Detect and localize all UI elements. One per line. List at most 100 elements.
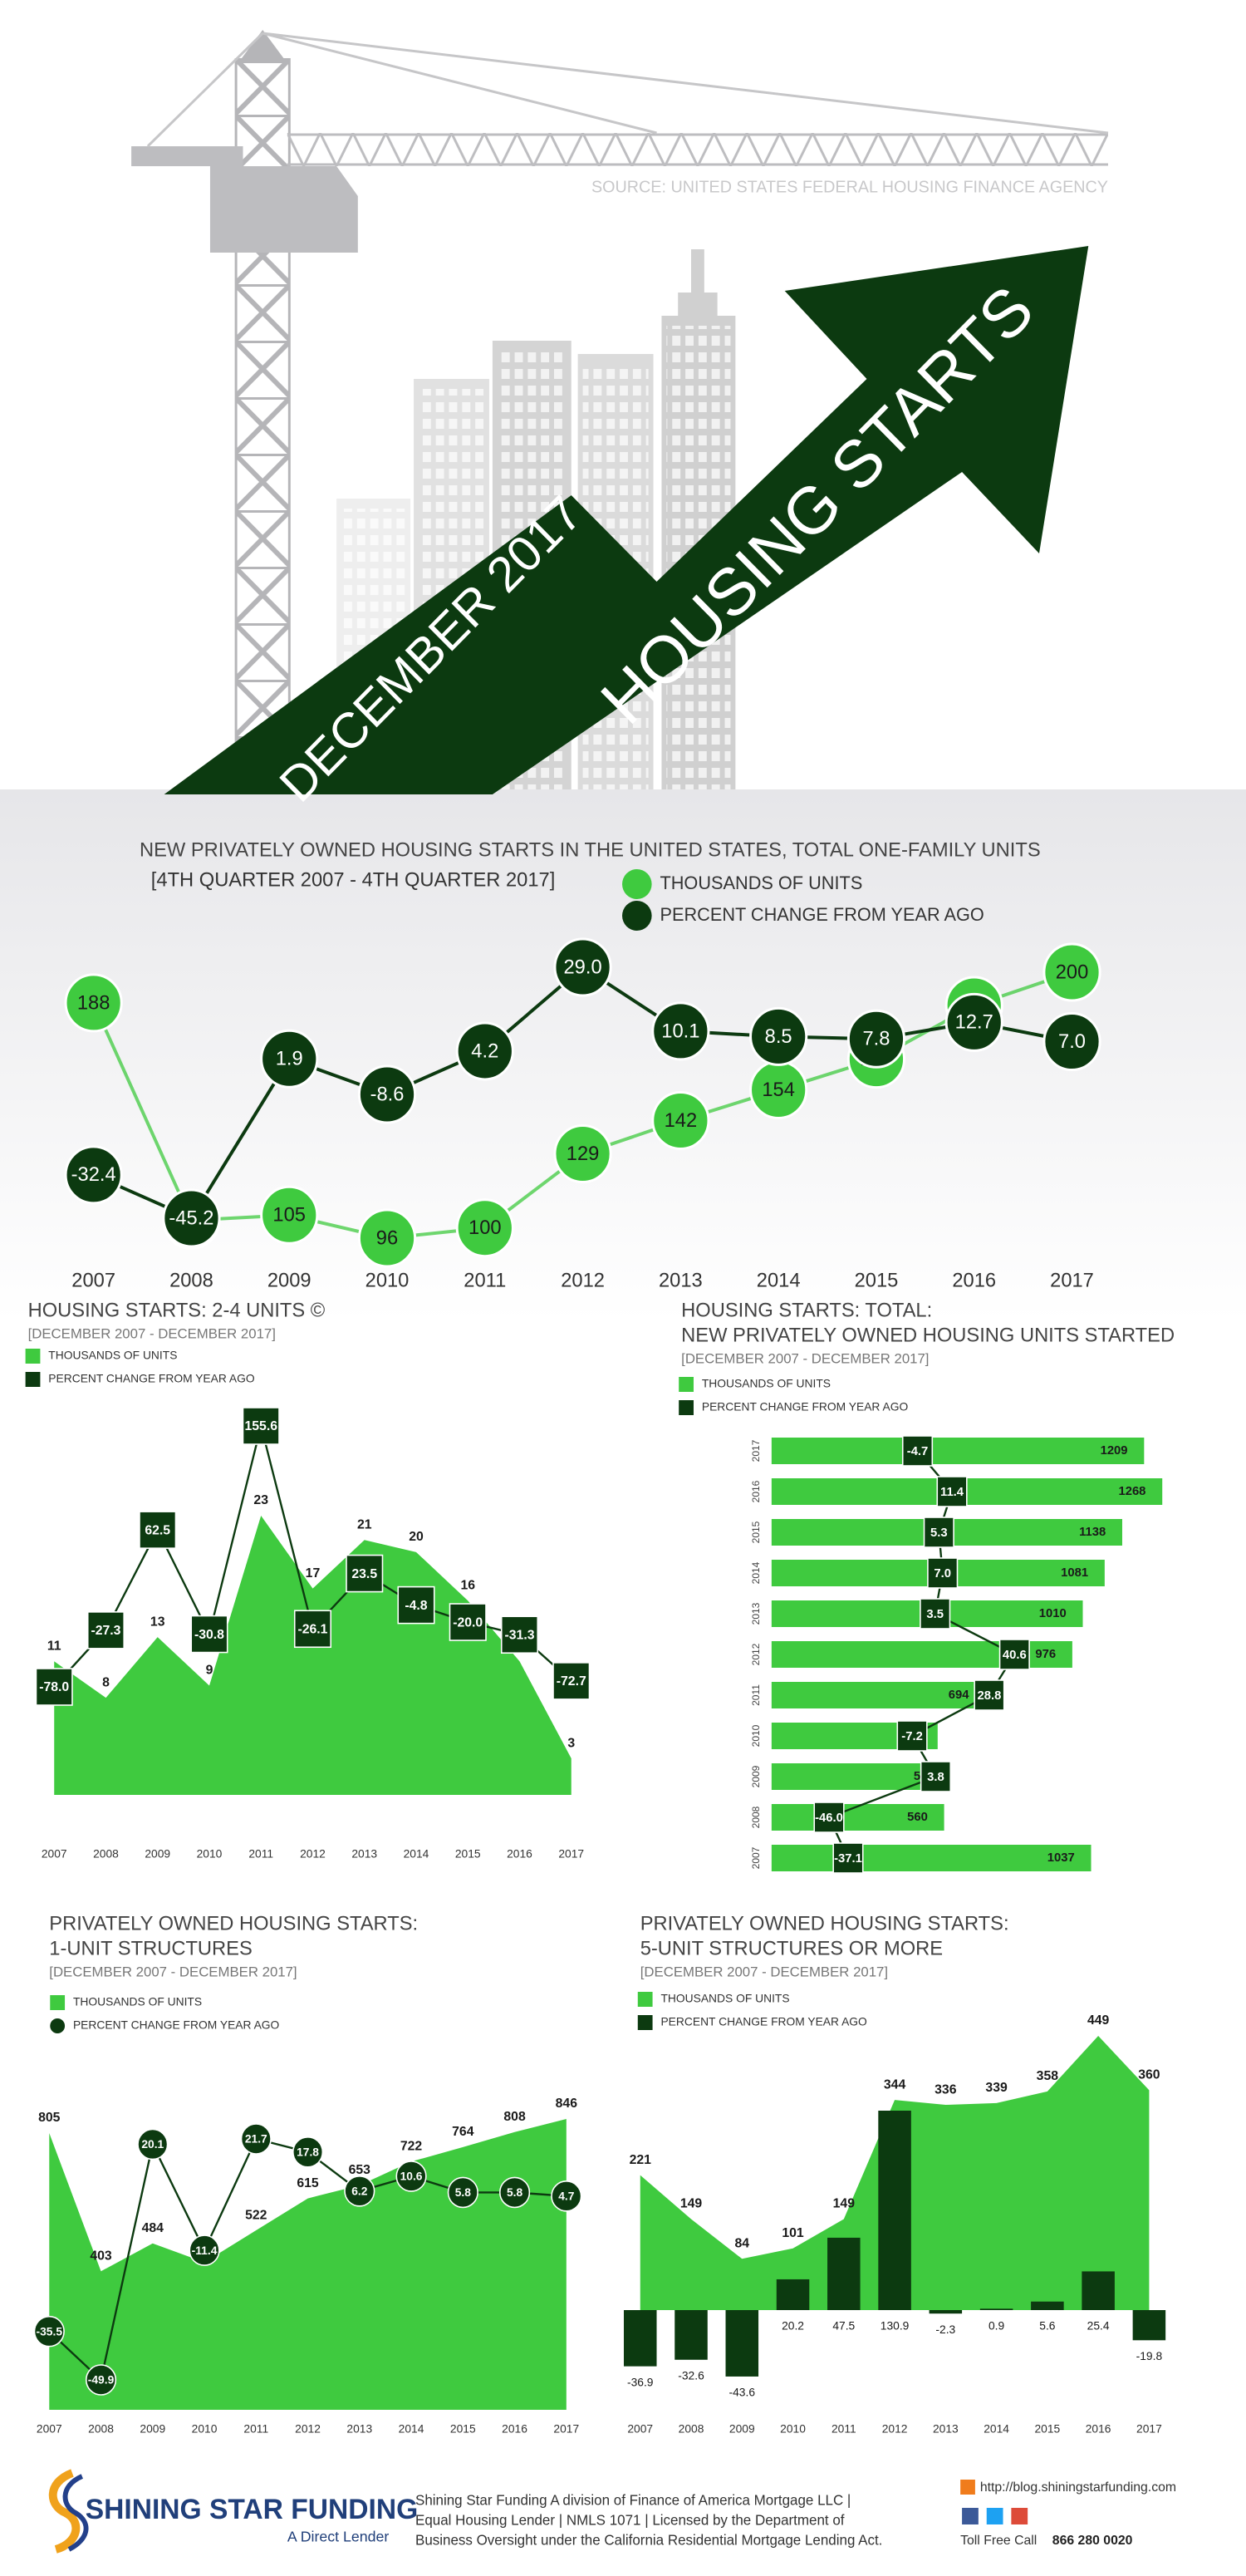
chart: HOUSING STARTS: TOTAL: NEW PRIVATELY OWNE…	[679, 1299, 1175, 1874]
area-label: 11	[47, 1639, 61, 1653]
x-tick-label: 2012	[295, 2422, 321, 2436]
phone-number: 866 280 0020	[1052, 2534, 1133, 2548]
bar	[929, 2310, 963, 2314]
marker	[651, 1090, 710, 1150]
bar-label: 560	[907, 1811, 928, 1824]
marker-label: -26.1	[297, 1622, 327, 1636]
marker	[651, 1001, 710, 1061]
x-tick-label: 2009	[729, 2422, 755, 2436]
marker	[846, 1009, 906, 1069]
x-tick-label: 2007	[37, 2422, 62, 2436]
x-tick-label: 2016	[1086, 2422, 1111, 2436]
brand-name: SHINING STAR FUNDING	[86, 2494, 418, 2525]
marker-label: -78.0	[39, 1680, 69, 1694]
marker-label: 10.6	[400, 2170, 423, 2183]
bar	[771, 1845, 1091, 1871]
marker-label: 10.1	[661, 1020, 699, 1042]
marker-label: 7.0	[934, 1567, 951, 1581]
x-tick-label: 2016	[502, 2422, 527, 2436]
legend-label: PERCENT CHANGE FROM YEAR AGO	[702, 1400, 909, 1413]
x-tick-label: 2007	[42, 1847, 67, 1861]
percent-marker	[936, 1476, 968, 1507]
bar	[979, 2308, 1013, 2310]
marker-label: 188	[77, 991, 110, 1014]
marker-label: 12.7	[955, 1011, 993, 1034]
marker	[346, 1554, 384, 1593]
y-tick-label: 2012	[750, 1643, 762, 1665]
marker	[64, 1145, 123, 1205]
y-tick-label: 2009	[750, 1765, 762, 1787]
source-note: SOURCE: UNITED STATES FEDERAL HOUSING FI…	[591, 178, 1108, 196]
area-label: 360	[1138, 2068, 1160, 2082]
area-label: 339	[985, 2081, 1008, 2095]
legend-label: THOUSANDS OF UNITS	[702, 1377, 831, 1390]
marker	[395, 2161, 427, 2192]
x-tick-label: 2014	[404, 1847, 429, 1861]
marker-label: -37.1	[834, 1852, 862, 1866]
trend-arrow	[164, 246, 1089, 794]
bar-label: 1268	[1118, 1485, 1145, 1498]
x-tick-label: 2008	[169, 1269, 213, 1291]
blog-url[interactable]: http://blog.shiningstarfunding.com	[980, 2480, 1176, 2495]
marker-label: -4.8	[405, 1599, 427, 1613]
percent-marker	[832, 1842, 864, 1874]
footer: SHINING STAR FUNDING A Direct Lender Shi…	[48, 2469, 1176, 2554]
marker	[33, 2315, 65, 2347]
marker	[162, 1188, 221, 1248]
marker-label: 105	[272, 1204, 306, 1227]
marker-label: 5.8	[455, 2185, 471, 2199]
marker	[64, 973, 123, 1033]
marker-label: 5.3	[930, 1526, 948, 1540]
chart-subtitle: [DECEMBER 2007 - DECEMBER 2017]	[28, 1325, 276, 1341]
header-title: HOUSING STARTS	[586, 272, 1047, 738]
marker	[240, 2123, 272, 2155]
bar-label: -2.3	[935, 2323, 955, 2336]
x-tick-label: 2012	[561, 1269, 605, 1291]
google-plus-icon[interactable]	[1011, 2508, 1028, 2524]
marker-label: -32.4	[71, 1163, 116, 1186]
chart-title: HOUSING STARTS: 2-4 UNITS ©	[28, 1299, 326, 1321]
x-tick-label: 2015	[450, 2422, 476, 2436]
marker-label: 5.8	[507, 2185, 522, 2199]
x-tick-label: 2011	[831, 2422, 856, 2436]
twitter-icon[interactable]	[986, 2508, 1003, 2524]
marker-label: -31.3	[504, 1628, 534, 1642]
chart-title: PRIVATELY OWNED HOUSING STARTS:	[640, 1912, 1009, 1934]
legend-swatch	[637, 2015, 653, 2030]
legend-label: PERCENT CHANGE FROM YEAR AGO	[660, 904, 984, 925]
marker	[139, 1511, 177, 1549]
y-tick-label: 2011	[750, 1684, 762, 1706]
marker-label: 4.7	[558, 2189, 574, 2202]
x-tick-label: 2010	[197, 1847, 223, 1861]
percent-marker	[927, 1557, 959, 1589]
bar-label: 20.2	[782, 2319, 804, 2333]
legend-swatch	[25, 1372, 41, 1387]
chart-title: HOUSING STARTS: TOTAL:	[681, 1299, 932, 1321]
bar-label: -36.9	[627, 2375, 654, 2388]
marker	[1042, 942, 1101, 1002]
x-tick-label: 2010	[780, 2422, 806, 2436]
area-label: 449	[1087, 2013, 1110, 2028]
bar	[827, 2237, 861, 2310]
bar	[771, 1682, 986, 1708]
marker-label: -30.8	[194, 1628, 224, 1642]
marker	[455, 1198, 514, 1258]
chart-title: 1-UNIT STRUCTURES	[49, 1937, 252, 1959]
marker	[344, 2175, 375, 2207]
bar	[771, 1438, 1145, 1464]
x-tick-label: 2009	[145, 1847, 170, 1861]
marker	[137, 2128, 169, 2161]
marker-label: 20.1	[141, 2137, 164, 2151]
disclosure-line: Equal Housing Lender | NMLS 1071 | Licen…	[415, 2512, 845, 2528]
bar	[776, 2279, 810, 2310]
x-tick-label: 2010	[192, 2422, 218, 2436]
marker-label: -72.7	[557, 1674, 586, 1689]
percent-marker	[998, 1639, 1030, 1670]
facebook-icon[interactable]	[962, 2508, 979, 2524]
area-label: 808	[503, 2110, 526, 2124]
marker	[190, 1615, 228, 1654]
marker	[35, 1668, 73, 1706]
marker-label: 23.5	[351, 1567, 377, 1581]
marker-label: 7.0	[1058, 1030, 1086, 1053]
bar-label: -43.6	[729, 2386, 756, 2399]
